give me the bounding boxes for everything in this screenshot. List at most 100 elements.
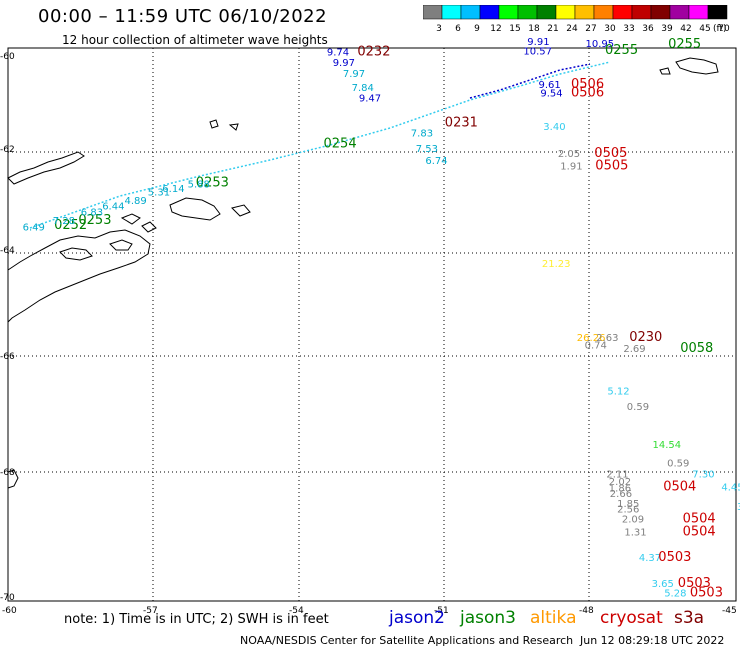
legend-swatch — [574, 5, 595, 20]
lat-label: -60 — [0, 52, 15, 62]
wave-height-value: 9.47 — [359, 94, 381, 105]
legend-tick-label: 18 — [528, 24, 540, 34]
wave-height-value: 7.30 — [692, 470, 714, 481]
lat-label: -68 — [0, 468, 15, 478]
pass-time-label: 0504 — [683, 525, 716, 540]
wave-height-value: 7.28 — [53, 216, 75, 227]
pass-time-label: 0255 — [668, 37, 701, 52]
pass-time-label: 0504 — [683, 512, 716, 527]
legend-tick-label: 36 — [642, 24, 654, 34]
pass-time-label: 0506 — [571, 86, 604, 101]
wave-height-value: 1.91 — [560, 162, 582, 173]
footer-credit: NOAA/NESDIS Center for Satellite Applica… — [240, 634, 574, 647]
lon-label: -51 — [434, 606, 449, 616]
pass-time-label: 0058 — [680, 341, 713, 356]
map-frame — [7, 47, 737, 602]
wave-height-value: 6.49 — [23, 223, 45, 234]
legend-tick-label: 15 — [509, 24, 520, 34]
wave-height-value: 2.09 — [622, 515, 644, 526]
legend-tick-label: 39 — [661, 24, 673, 34]
legend-swatch — [669, 5, 690, 20]
lat-labels: -60 -62 -64 -66 -68 -70 — [0, 52, 15, 603]
legend-tick-label: 12 — [490, 24, 501, 34]
track-trace — [29, 61, 611, 229]
wave-height-value: 1.85 — [617, 499, 639, 510]
track-traces — [29, 61, 611, 229]
legend-swatch — [441, 5, 462, 20]
legend-tick-label: 6 — [455, 24, 461, 34]
legend-tick-label: 30 — [604, 24, 616, 34]
legend-tick-label: 24 — [566, 24, 578, 34]
pass-time-label: 0254 — [324, 137, 357, 152]
lat-label: -64 — [0, 246, 15, 256]
pass-time-label: 0503 — [658, 550, 691, 565]
page-subtitle: 12 hour collection of altimeter wave hei… — [62, 33, 328, 47]
wave-height-value: 7.53 — [416, 144, 438, 155]
wave-height-value: 6.74 — [425, 156, 447, 167]
wave-height-value: 6.44 — [102, 202, 124, 213]
pass-time-label: 0504 — [663, 479, 696, 494]
pass-time-label: 0503 — [690, 586, 723, 601]
legend-swatch — [460, 5, 481, 20]
legend-tick-label: 9 — [474, 24, 480, 34]
wave-height-value: 2.56 — [617, 505, 639, 516]
pass-time-label: 0252 — [54, 218, 87, 233]
satellite-cryosat-label: cryosat — [600, 608, 663, 628]
wave-height-value: 2.02 — [609, 477, 631, 488]
graticule — [8, 48, 736, 601]
wave-height-value: 7.84 — [352, 83, 374, 94]
wave-height-value: 5.88 — [188, 179, 210, 190]
wave-height-value: 5.31 — [148, 188, 170, 199]
color-scale-legend: 3 6 9 12 15 18 21 24 27 30 33 36 39 42 45 70(ft) — [423, 5, 730, 34]
wave-height-value: 0.74 — [585, 340, 607, 351]
wave-height-value: 7.97 — [343, 69, 365, 80]
legend-swatch — [707, 5, 728, 20]
legend-unit: (ft) — [713, 24, 727, 34]
wave-height-value: 9.97 — [333, 58, 355, 69]
legend-swatch — [688, 5, 709, 20]
legend-tick-label: 42 — [680, 24, 691, 34]
wave-height-value: 0.59 — [627, 402, 649, 413]
legend-tick-label: 27 — [585, 24, 596, 34]
satellite-jason3-label: jason3 — [460, 608, 516, 628]
wave-height-value: 26.26 — [577, 333, 606, 344]
track-trace — [469, 63, 591, 99]
legend-tick-label: 70 — [718, 24, 730, 34]
wave-height-value: 3.65 — [652, 579, 674, 590]
pass-time-label: 0232 — [357, 45, 390, 60]
legend-swatch — [498, 5, 519, 20]
wave-height-value: 2.63 — [596, 333, 618, 344]
satellite-s3a-label: s3a — [674, 608, 705, 628]
lon-label: -45 — [722, 606, 737, 616]
pass-time-label: 0230 — [629, 330, 662, 345]
legend-tick-label: 3 — [436, 24, 442, 34]
legend-tick-label: 21 — [547, 24, 558, 34]
legend-swatch — [555, 5, 576, 20]
wave-height-value: 9.74 — [327, 48, 349, 59]
legend-swatch — [479, 5, 500, 20]
coastline — [7, 57, 719, 489]
pass-time-label: 0505 — [595, 159, 628, 174]
legend-swatch — [593, 5, 614, 20]
wave-height-value: 3 — [737, 502, 740, 513]
wave-height-value: 6.14 — [162, 184, 184, 195]
wave-height-value: 1.86 — [609, 484, 631, 495]
legend-tick-label: 33 — [623, 24, 634, 34]
lon-label: -57 — [143, 606, 158, 616]
footer-timestamp: Jun 12 08:29:18 UTC 2022 — [580, 634, 725, 647]
satellite-jason2-label: jason2 — [389, 608, 445, 628]
legend-swatch — [650, 5, 671, 20]
note-text: note: 1) Time is in UTC; 2) SWH is in fe… — [64, 612, 329, 627]
pass-time-label: 0255 — [605, 43, 638, 58]
pass-time-label: 0503 — [678, 576, 711, 591]
wave-height-value: 2.05 — [558, 149, 580, 160]
lon-label: -48 — [579, 606, 594, 616]
legend-tick-label: 45 — [699, 24, 710, 34]
wave-height-value: 2.11 — [606, 470, 628, 481]
wave-height-value: 5.12 — [607, 387, 629, 398]
legend-swatch — [612, 5, 633, 20]
wave-height-value: 5.28 — [664, 589, 686, 600]
wave-height-value: 14.54 — [653, 440, 682, 451]
